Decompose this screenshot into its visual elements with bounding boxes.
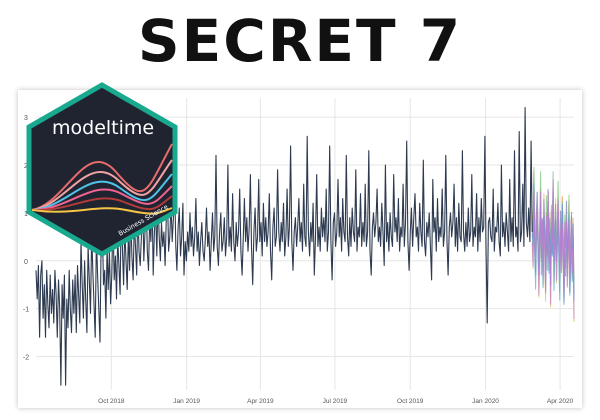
- logo-curve: [31, 173, 173, 211]
- logo-hexagon: [26, 82, 178, 257]
- x-tick-label: Apr 2019: [247, 398, 274, 405]
- actual-series: [35, 107, 533, 386]
- y-tick-labels: -2 -1 0 1 2 3: [23, 115, 29, 361]
- y-tick-label: 3: [24, 115, 28, 122]
- x-tick-label: Oct 2019: [397, 398, 424, 405]
- y-tick-label: 0: [24, 259, 28, 266]
- x-tick-labels: Oct 2018 Jan 2019 Apr 2019 Jul 2019 Oct 2019…: [98, 398, 574, 405]
- logo-curve: [31, 207, 173, 215]
- logo-curve: [31, 159, 173, 211]
- logo-curve: [31, 185, 173, 211]
- modeltime-logo: modeltime Business Science: [26, 82, 178, 257]
- x-tick-label: Jan 2020: [472, 398, 499, 405]
- logo-curve: [31, 195, 173, 212]
- x-tick-label: Oct 2018: [98, 398, 125, 405]
- y-tick-label: 1: [24, 211, 28, 218]
- actual-line: [35, 107, 533, 386]
- forecast-series: [531, 166, 575, 323]
- logo-curves: [31, 143, 173, 215]
- y-tick-label: -1: [23, 307, 29, 314]
- x-tick-label: Jul 2019: [323, 398, 348, 405]
- chart-svg: -2 -1 0 1 2 3 Oct 2018 Jan 2019 Apr 2019 Jul 201…: [23, 98, 575, 405]
- y-tick-label: -2: [23, 354, 29, 361]
- logo-curve: [31, 143, 173, 211]
- y-tick-label: 2: [24, 163, 28, 170]
- x-tick-label: Apr 2020: [547, 398, 574, 405]
- x-tick-label: Jan 2019: [173, 398, 200, 405]
- page-title: SECRET 7: [137, 7, 463, 75]
- forecast-line: [531, 179, 575, 320]
- logo-name: modeltime: [52, 117, 154, 139]
